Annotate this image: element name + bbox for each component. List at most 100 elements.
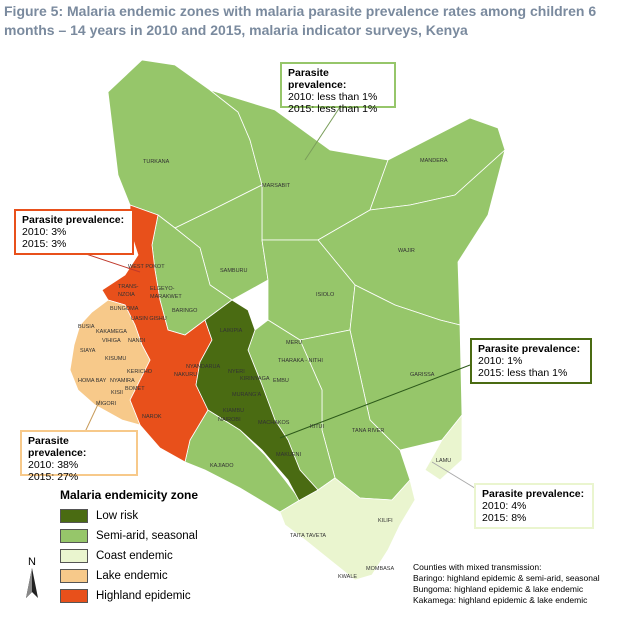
callout-lake-line1: 2010: 38% [28, 459, 79, 471]
legend-swatch-lake [60, 569, 88, 583]
callout-coast: Parasite prevalence: 2010: 4% 2015: 8% [474, 483, 594, 529]
callout-lowrisk-line2: 2015: less than 1% [478, 367, 568, 379]
label-bomet: BOMET [125, 386, 145, 392]
label-lamu: LAMU [436, 458, 451, 464]
label-vihiga: VIHIGA [102, 338, 121, 344]
label-kiambu: KIAMBU [223, 408, 244, 414]
callout-lake: Parasite prevalence: 2010: 38% 2015: 27% [20, 430, 138, 483]
label-wajir: WAJIR [398, 248, 415, 254]
label-kajiado: KAJIADO [210, 463, 234, 469]
label-nandi: NANDI [128, 338, 146, 344]
label-garissa: GARISSA [410, 372, 435, 378]
callout-north-heading: Parasite prevalence: [288, 67, 347, 91]
legend-item-coast: Coast endemic [60, 546, 198, 566]
label-kilifi: KILIFI [378, 518, 393, 524]
highland-epidemic-region [101, 204, 213, 463]
label-makueni: MAKUENI [276, 452, 302, 458]
label-mombasa: MOMBASA [366, 566, 394, 572]
label-tharaka: THARAKA - NITHI [278, 358, 323, 364]
label-siaya: SIAYA [80, 348, 96, 354]
mixed-transmission-note: Counties with mixed transmission: Baring… [413, 562, 600, 606]
label-kisii: KISII [111, 390, 123, 396]
callout-lake-heading: Parasite prevalence: [28, 435, 87, 459]
label-mandera: MANDERA [420, 158, 448, 164]
callout-north: Parasite prevalence: 2010: less than 1% … [280, 62, 396, 115]
label-muranga: MURANG'A [232, 392, 261, 398]
legend-title: Malaria endemicity zone [60, 488, 199, 502]
label-tana-river: TANA RIVER [352, 428, 384, 434]
callout-highland-heading: Parasite prevalence: [22, 214, 125, 226]
leader-north [304, 106, 341, 161]
leader-lowrisk [279, 364, 471, 439]
label-baringo: BARINGO [172, 308, 198, 314]
figure-title: Figure 5: Malaria endemic zones with mal… [4, 3, 597, 38]
label-embu: EMBU [273, 378, 289, 384]
mixed-heading: Counties with mixed transmission: [413, 562, 542, 572]
mixed-line-kakamega: Kakamega: highland epidemic & lake endem… [413, 595, 588, 605]
north-label: N [28, 556, 36, 568]
label-kericho: KERICHO [127, 369, 153, 375]
label-trans-nzoia-2: NZOIA [118, 292, 135, 298]
label-taita: TAITA TAVETA [290, 533, 326, 539]
callout-coast-heading: Parasite prevalence: [482, 488, 585, 500]
label-bungoma: BUNGOMA [110, 306, 139, 312]
legend-swatch-low-risk [60, 509, 88, 523]
label-samburu: SAMBURU [220, 268, 248, 274]
label-west-pokot: WEST POKOT [128, 264, 165, 270]
label-kisumu: KISUMU [105, 356, 126, 362]
label-elgeyo-2: MARAKWET [150, 294, 182, 300]
callout-lake-line2: 2015: 27% [28, 471, 79, 483]
label-nyamira: NYAMIRA [110, 378, 135, 384]
label-trans-nzoia: TRANS- [118, 284, 139, 290]
label-kwale: KWALE [338, 574, 357, 580]
legend-item-highland: Highland epidemic [60, 586, 198, 606]
legend-label-lake: Lake endemic [96, 570, 168, 582]
mixed-line-bungoma: Bungoma: highland epidemic & lake endemi… [413, 584, 584, 594]
callout-lowrisk: Parasite prevalence: 2010: 1% 2015: less… [470, 338, 592, 384]
map-legend: Malaria endemicity zone Low risk Semi-ar… [60, 488, 198, 606]
leader-coast [431, 461, 479, 491]
label-nyeri: NYERI [228, 369, 245, 375]
callout-highland-line2: 2015: 3% [22, 238, 67, 250]
label-turkana: TURKANA [143, 159, 170, 165]
legend-item-low-risk: Low risk [60, 506, 198, 526]
legend-swatch-semi-arid [60, 529, 88, 543]
legend-swatch-coast [60, 549, 88, 563]
coast-endemic-region [279, 477, 416, 581]
legend-swatch-highland [60, 589, 88, 603]
label-machakos: MACHAKOS [258, 420, 290, 426]
callout-north-line1: 2010: less than 1% [288, 91, 378, 103]
label-isiolo: ISIOLO [316, 292, 335, 298]
label-homabay: HOMA BAY [78, 378, 107, 384]
callout-highland-line1: 2010: 3% [22, 226, 67, 238]
lake-endemic-region [69, 299, 151, 426]
label-meru: MERU [286, 340, 302, 346]
label-busia: BUSIA [78, 324, 95, 330]
callout-highland: Parasite prevalence: 2010: 3% 2015: 3% [14, 209, 134, 255]
label-narok: NAROK [142, 414, 162, 420]
mixed-line-baringo: Baringo: highland epidemic & semi-arid, … [413, 573, 600, 583]
label-kitui: KITUI [310, 424, 325, 430]
label-nairobi: NAIROBI [218, 417, 241, 423]
legend-label-low-risk: Low risk [96, 510, 139, 522]
leader-lake [84, 399, 101, 433]
north-arrow: N [22, 556, 42, 611]
label-laikipia: LAIKIPIA [220, 328, 243, 334]
legend-item-lake: Lake endemic [60, 566, 198, 586]
label-uasin: UASIN GISHU [131, 316, 167, 322]
label-nyandarua: NYANDARUA [186, 364, 220, 370]
legend-label-semi-arid: Semi-arid, seasonal [96, 530, 198, 542]
label-nakuru: NAKURU [174, 372, 197, 378]
callout-coast-line1: 2010: 4% [482, 500, 527, 512]
north-arrow-icon [26, 568, 38, 598]
callout-north-line2: 2015: less than 1% [288, 103, 378, 115]
callout-coast-line2: 2015: 8% [482, 512, 527, 524]
legend-label-highland: Highland epidemic [96, 590, 191, 602]
callout-lowrisk-line1: 2010: 1% [478, 355, 523, 367]
label-migori: MIGORI [96, 401, 117, 407]
legend-label-coast: Coast endemic [96, 550, 173, 562]
legend-item-semi-arid: Semi-arid, seasonal [60, 526, 198, 546]
callout-lowrisk-heading: Parasite prevalence: [478, 343, 581, 355]
leader-highland [79, 251, 141, 273]
